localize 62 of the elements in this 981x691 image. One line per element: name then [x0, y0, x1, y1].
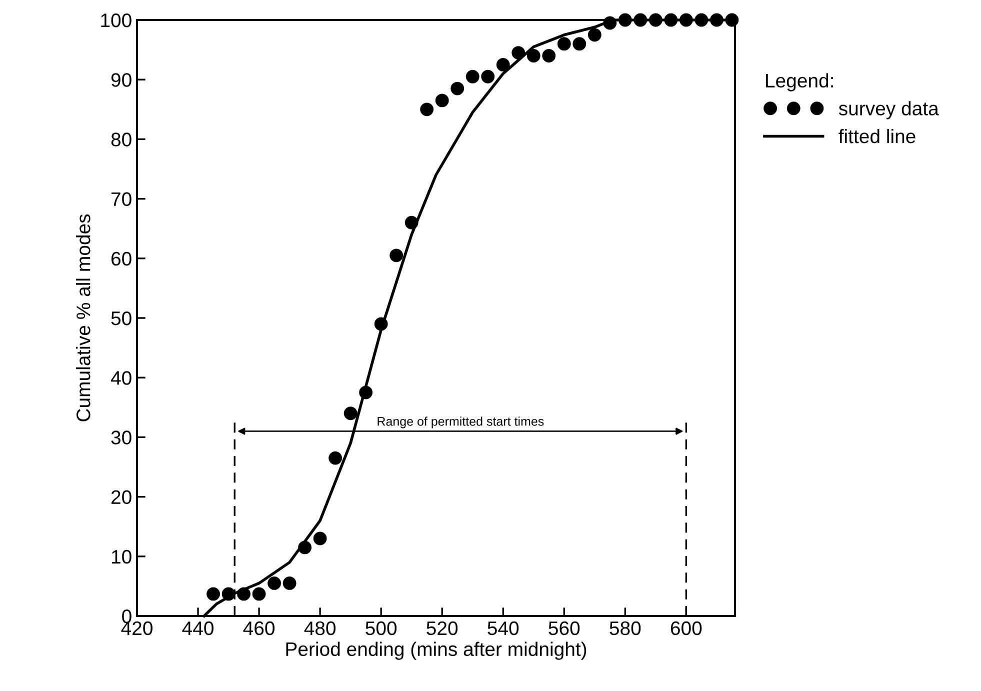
point: [359, 386, 373, 400]
y-tick-label: 80: [111, 132, 132, 146]
x-axis-title: Period ending (mins after midnight): [286, 642, 586, 660]
x-tick-label: 580: [610, 621, 641, 636]
point: [313, 532, 327, 546]
point: [450, 82, 464, 96]
point: [679, 13, 693, 27]
point: [404, 216, 418, 230]
y-tick-label: 50: [111, 311, 132, 326]
point: [725, 13, 739, 27]
point: [648, 13, 662, 27]
x-tick-label: 480: [304, 621, 336, 636]
point: [252, 587, 266, 601]
y-tick-label: 70: [112, 192, 132, 206]
point: [390, 248, 404, 262]
point: [634, 13, 648, 27]
point: [710, 13, 724, 27]
x-tick-label: 440: [182, 621, 214, 636]
point: [222, 587, 236, 601]
point: [328, 451, 342, 465]
x-tick-label: 600: [670, 621, 702, 636]
x-tick-label: 540: [488, 621, 519, 636]
y-tick-label: 40: [110, 371, 132, 385]
y-tick-label: 60: [112, 252, 132, 266]
point: [664, 13, 678, 27]
point: [206, 587, 220, 601]
point: [572, 37, 586, 51]
y-tick-label: 100: [101, 13, 132, 28]
point: [542, 49, 556, 62]
point: [603, 16, 617, 30]
point: [344, 406, 358, 420]
legend-title: Legend:: [766, 73, 833, 92]
point: [618, 13, 632, 27]
y-tick-label: 10: [112, 550, 132, 564]
legend-label: fitted line: [838, 128, 916, 144]
x-tick-label: 520: [426, 621, 458, 636]
point: [694, 13, 708, 27]
point: [298, 540, 312, 554]
y-tick-label: 30: [111, 430, 132, 444]
point: [435, 94, 449, 108]
point: [374, 317, 388, 331]
y-tick-label: 20: [111, 490, 132, 504]
point: [466, 70, 480, 84]
annotation: Range of permitted start times: [378, 416, 544, 428]
x-tick-label: 560: [548, 621, 580, 636]
x-tick-label: 460: [243, 621, 275, 636]
y-axis-title: Cumulative % all modes: [76, 214, 90, 422]
point: [268, 576, 282, 590]
point: [496, 58, 510, 72]
legend-label: survey data: [838, 101, 939, 120]
point: [420, 102, 434, 116]
point: [237, 587, 250, 601]
point: [588, 28, 602, 42]
point: [481, 70, 495, 84]
point: [282, 576, 296, 590]
point: [557, 37, 571, 51]
point: [512, 46, 526, 60]
y-tick-label: 90: [111, 73, 132, 87]
x-tick-label: 420: [121, 621, 152, 636]
x-tick-label: 500: [366, 621, 397, 636]
point: [526, 49, 540, 62]
y-tick-label: 0: [122, 609, 132, 624]
